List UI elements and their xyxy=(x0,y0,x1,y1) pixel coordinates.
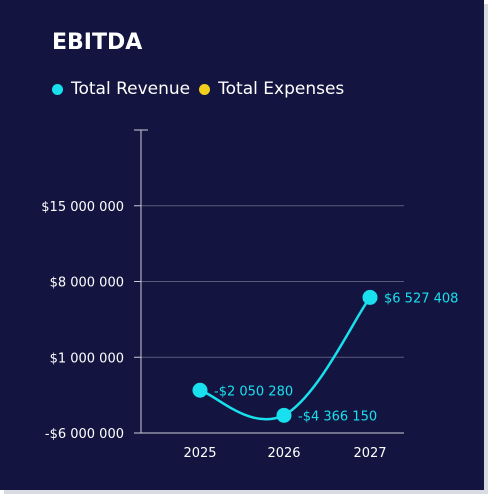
legend-dot-revenue-icon xyxy=(52,83,63,95)
legend-item-total-revenue[interactable]: Total Revenue xyxy=(52,79,190,99)
data-label-2026: -$4 366 150 xyxy=(298,409,377,424)
legend-item-total-expenses[interactable]: Total Expenses xyxy=(199,79,344,99)
x-tick-label-2025: 2025 xyxy=(183,446,216,461)
data-label-2027: $6 527 408 xyxy=(384,291,458,306)
y-tick-label-3: -$6 000 000 xyxy=(45,427,124,442)
series-line-revenue xyxy=(199,296,372,421)
data-point-2025 xyxy=(192,382,208,398)
data-label-2025: -$2 050 280 xyxy=(214,384,293,399)
ebitda-chart: $15 000 000 $8 000 000 $1 000 000 -$6 000 0… xyxy=(41,129,458,461)
chart-card: EBITDA Total Revenue Total Expenses xyxy=(0,0,484,490)
y-tick-label-2: $1 000 000 xyxy=(50,351,124,366)
y-tick-label-1: $8 000 000 xyxy=(50,276,124,291)
legend-dot-expenses-icon xyxy=(199,83,211,95)
x-tick-label-2026: 2026 xyxy=(267,446,300,461)
x-tick-label-2027: 2027 xyxy=(353,446,386,461)
data-point-2027 xyxy=(362,289,378,305)
chart-title: EBITDA xyxy=(52,30,143,55)
legend: Total Revenue Total Expenses xyxy=(52,79,353,99)
y-tick-label-0: $15 000 000 xyxy=(41,200,124,215)
legend-label-total-expenses: Total Expenses xyxy=(218,79,345,99)
data-point-2026 xyxy=(276,407,292,423)
legend-label-total-revenue: Total Revenue xyxy=(71,79,191,99)
